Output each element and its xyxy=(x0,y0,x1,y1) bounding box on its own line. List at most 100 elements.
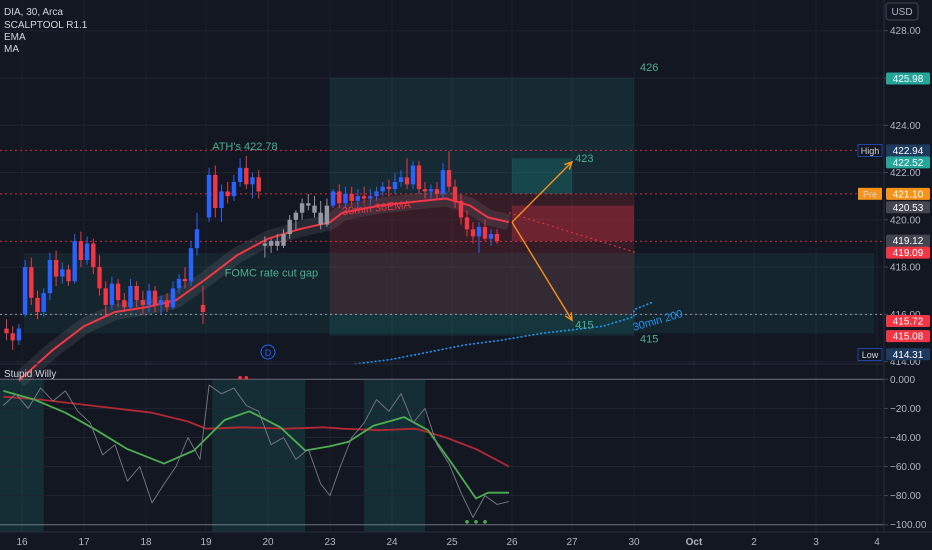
candle-body[interactable] xyxy=(398,177,404,182)
candle-body[interactable] xyxy=(343,193,348,204)
candle-body[interactable] xyxy=(158,300,164,305)
dividend-event-badge[interactable] xyxy=(260,344,276,360)
price-tag-label-box xyxy=(857,348,883,361)
candle-body[interactable] xyxy=(29,267,34,298)
candle-body[interactable] xyxy=(244,167,249,185)
candle-body[interactable] xyxy=(16,328,22,341)
indicator-legend-ma[interactable]: MA xyxy=(4,44,19,55)
candle-body[interactable] xyxy=(152,290,158,305)
candle-body[interactable] xyxy=(128,286,133,308)
candle-body[interactable] xyxy=(355,196,361,201)
candle-body[interactable] xyxy=(10,333,15,341)
candle-body[interactable] xyxy=(122,300,127,308)
ma-200-line xyxy=(354,212,653,365)
candle-body[interactable] xyxy=(440,170,446,194)
candle-body[interactable] xyxy=(422,189,428,192)
candle-body[interactable] xyxy=(293,212,299,220)
symbol-line[interactable]: DIA, 30, Arca xyxy=(4,7,63,18)
candle-body[interactable] xyxy=(164,300,170,308)
candle-body[interactable] xyxy=(337,191,342,204)
candle-body[interactable] xyxy=(416,165,422,190)
candle-body[interactable] xyxy=(446,170,452,187)
indicator-legend-ema[interactable]: EMA xyxy=(4,32,26,43)
candle-body[interactable] xyxy=(410,165,416,185)
candle-body[interactable] xyxy=(78,241,84,260)
oscillator-axis[interactable]: 0.000 −20.00 −40.00 −60.00 −80.00 −100.00 xyxy=(884,375,927,531)
candle-body[interactable] xyxy=(464,217,470,230)
candle-body[interactable] xyxy=(470,229,476,237)
candle-body[interactable] xyxy=(53,260,59,277)
candle-body[interactable] xyxy=(482,226,488,239)
candle-body[interactable] xyxy=(146,290,152,305)
candle-body[interactable] xyxy=(4,328,9,334)
oscillator-signal-green xyxy=(3,390,509,500)
oscillator-tick-label: −80.00 xyxy=(890,491,921,502)
time-tick-label: 24 xyxy=(386,537,398,548)
candle-body[interactable] xyxy=(66,269,71,282)
candle-body[interactable] xyxy=(109,283,115,305)
candle-body[interactable] xyxy=(22,267,28,315)
candle-body[interactable] xyxy=(41,293,46,312)
candle-body[interactable] xyxy=(97,267,102,289)
candle-body[interactable] xyxy=(324,205,330,225)
candle-body[interactable] xyxy=(380,186,385,192)
oscillator-tick-label: −60.00 xyxy=(890,462,921,473)
candle-body[interactable] xyxy=(47,260,53,294)
candle-body[interactable] xyxy=(170,288,176,308)
price-axis[interactable]: 428.00426.00424.00422.00420.00418.00416.… xyxy=(857,26,930,368)
candle-body[interactable] xyxy=(250,177,255,185)
candle-body[interactable] xyxy=(194,229,200,249)
candle-body[interactable] xyxy=(115,283,121,301)
candle-body[interactable] xyxy=(256,177,261,192)
candle-body[interactable] xyxy=(237,167,243,182)
candle-body[interactable] xyxy=(213,174,218,208)
candle-body[interactable] xyxy=(91,243,96,268)
candle-body[interactable] xyxy=(287,219,292,234)
candle-body[interactable] xyxy=(434,189,440,194)
candle-body[interactable] xyxy=(231,182,237,197)
candle-body[interactable] xyxy=(368,196,373,199)
candle-body[interactable] xyxy=(206,174,212,218)
candle-body[interactable] xyxy=(103,288,108,305)
candle-body[interactable] xyxy=(428,189,434,192)
candle-body[interactable] xyxy=(275,241,280,246)
candle-body[interactable] xyxy=(281,234,286,246)
candle-body[interactable] xyxy=(200,304,206,312)
candlesticks[interactable] xyxy=(4,151,500,350)
candle-body[interactable] xyxy=(306,203,311,206)
candle-body[interactable] xyxy=(182,278,188,282)
candle-body[interactable] xyxy=(312,205,317,213)
currency-button[interactable] xyxy=(885,2,919,21)
indicator-legend-scalptool[interactable]: SCALPTOOL R1.1 xyxy=(4,20,88,31)
candle-body[interactable] xyxy=(72,241,77,282)
candle-body[interactable] xyxy=(219,191,224,208)
candle-body[interactable] xyxy=(225,191,230,197)
candle-body[interactable] xyxy=(176,278,182,289)
candle-body[interactable] xyxy=(330,191,336,206)
candle-body[interactable] xyxy=(140,300,146,305)
candle-body[interactable] xyxy=(361,196,367,199)
candle-body[interactable] xyxy=(134,286,139,301)
price-tag-value: 422.52 xyxy=(893,158,924,169)
candle-body[interactable] xyxy=(404,177,410,185)
candle-body[interactable] xyxy=(262,243,268,246)
candle-body[interactable] xyxy=(60,269,65,277)
candle-body[interactable] xyxy=(349,193,354,201)
candle-body[interactable] xyxy=(299,203,305,213)
candle-body[interactable] xyxy=(476,226,482,237)
oscillator-title[interactable]: Stupid Willy xyxy=(4,369,56,380)
candle-body[interactable] xyxy=(494,234,500,242)
candle-body[interactable] xyxy=(84,243,90,260)
candle-body[interactable] xyxy=(392,182,398,190)
candle-body[interactable] xyxy=(318,212,323,225)
candle-body[interactable] xyxy=(386,186,392,190)
candle-body[interactable] xyxy=(188,248,194,282)
time-axis[interactable]: 16 17 18 19 20 23 24 25 26 27 30 Oct 2 3 4 xyxy=(16,537,880,548)
candle-body[interactable] xyxy=(35,297,40,312)
candle-body[interactable] xyxy=(458,200,464,218)
candle-body[interactable] xyxy=(452,186,458,201)
candle-body[interactable] xyxy=(488,234,494,239)
candle-body[interactable] xyxy=(374,191,379,197)
candle-body[interactable] xyxy=(268,241,274,246)
